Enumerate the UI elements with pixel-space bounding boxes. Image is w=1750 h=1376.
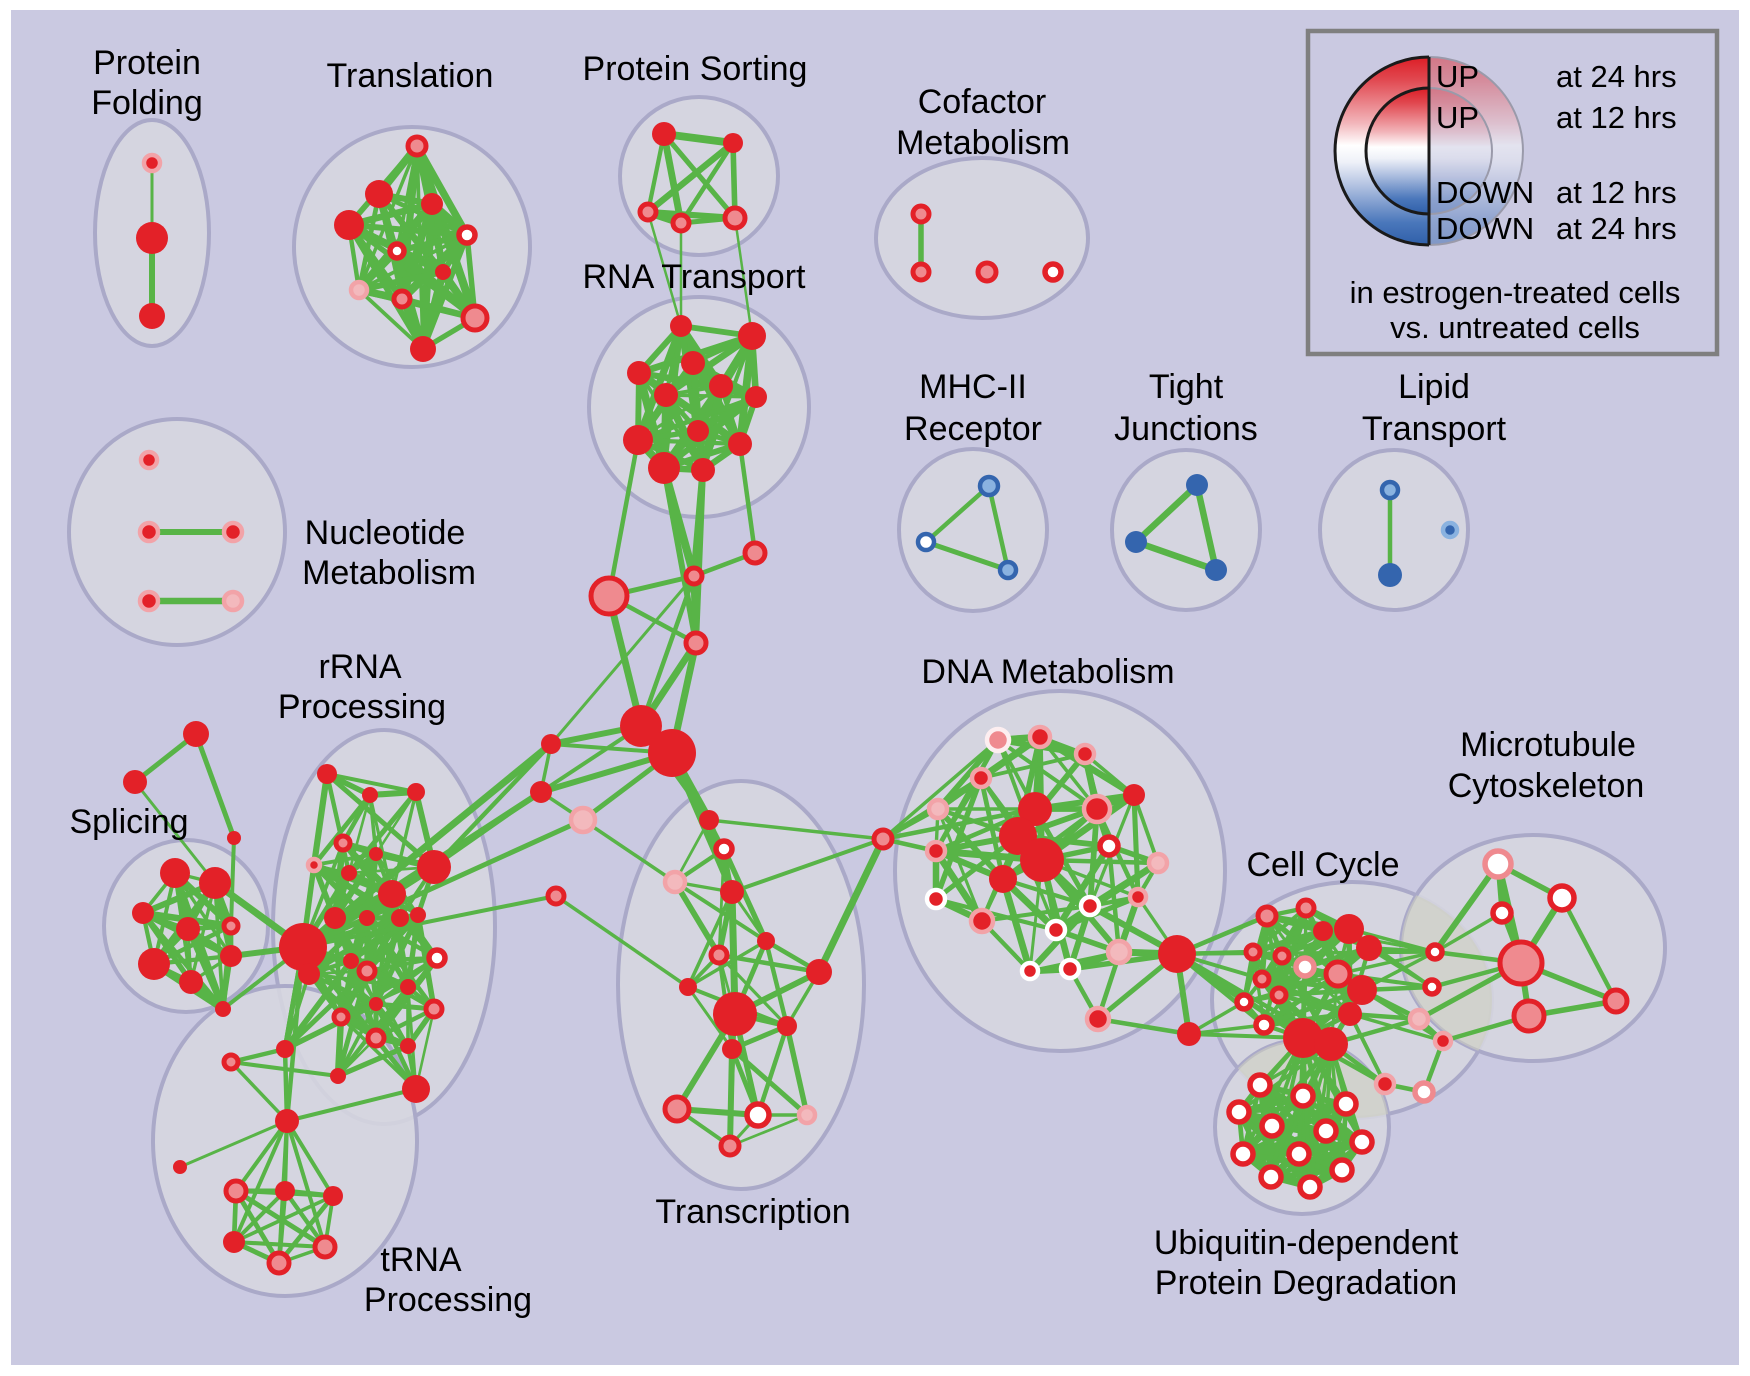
- svg-text:Protein: Protein: [93, 44, 201, 82]
- svg-text:Splicing: Splicing: [69, 803, 188, 841]
- svg-text:DOWN: DOWN: [1436, 175, 1534, 210]
- svg-text:at 12 hrs: at 12 hrs: [1556, 175, 1677, 210]
- svg-text:Metabolism: Metabolism: [896, 124, 1070, 162]
- svg-text:Metabolism: Metabolism: [302, 554, 476, 592]
- svg-text:Ubiquitin-dependent: Ubiquitin-dependent: [1154, 1224, 1459, 1262]
- svg-text:rRNA: rRNA: [318, 648, 401, 686]
- svg-text:Cell Cycle: Cell Cycle: [1246, 846, 1399, 884]
- svg-text:Lipid: Lipid: [1398, 368, 1470, 406]
- svg-text:Cytoskeleton: Cytoskeleton: [1448, 767, 1645, 805]
- svg-text:tRNA: tRNA: [380, 1241, 462, 1279]
- svg-text:Folding: Folding: [91, 84, 203, 122]
- svg-text:Protein Degradation: Protein Degradation: [1155, 1264, 1457, 1302]
- svg-text:DOWN: DOWN: [1436, 211, 1534, 246]
- svg-text:Cofactor: Cofactor: [918, 83, 1047, 121]
- svg-text:at 12 hrs: at 12 hrs: [1556, 100, 1677, 135]
- svg-text:Processing: Processing: [364, 1281, 532, 1319]
- svg-text:in estrogen-treated cells: in estrogen-treated cells: [1350, 275, 1681, 310]
- svg-text:Transcription: Transcription: [655, 1193, 850, 1231]
- svg-text:UP: UP: [1436, 59, 1479, 94]
- svg-text:Processing: Processing: [278, 688, 446, 726]
- svg-text:Protein Sorting: Protein Sorting: [583, 50, 808, 88]
- svg-text:Nucleotide: Nucleotide: [305, 514, 466, 552]
- svg-text:vs. untreated cells: vs. untreated cells: [1390, 310, 1640, 345]
- svg-text:at 24 hrs: at 24 hrs: [1556, 211, 1677, 246]
- svg-text:Receptor: Receptor: [904, 410, 1042, 448]
- svg-text:Transport: Transport: [1362, 410, 1507, 448]
- svg-text:at 24 hrs: at 24 hrs: [1556, 59, 1677, 94]
- svg-text:Tight: Tight: [1149, 368, 1224, 406]
- svg-text:Microtubule: Microtubule: [1460, 726, 1636, 764]
- svg-text:RNA Transport: RNA Transport: [583, 258, 807, 296]
- svg-text:Translation: Translation: [327, 57, 494, 95]
- svg-text:MHC-II: MHC-II: [919, 368, 1027, 406]
- svg-text:DNA Metabolism: DNA Metabolism: [921, 653, 1174, 691]
- svg-text:UP: UP: [1436, 100, 1479, 135]
- svg-text:Junctions: Junctions: [1114, 410, 1258, 448]
